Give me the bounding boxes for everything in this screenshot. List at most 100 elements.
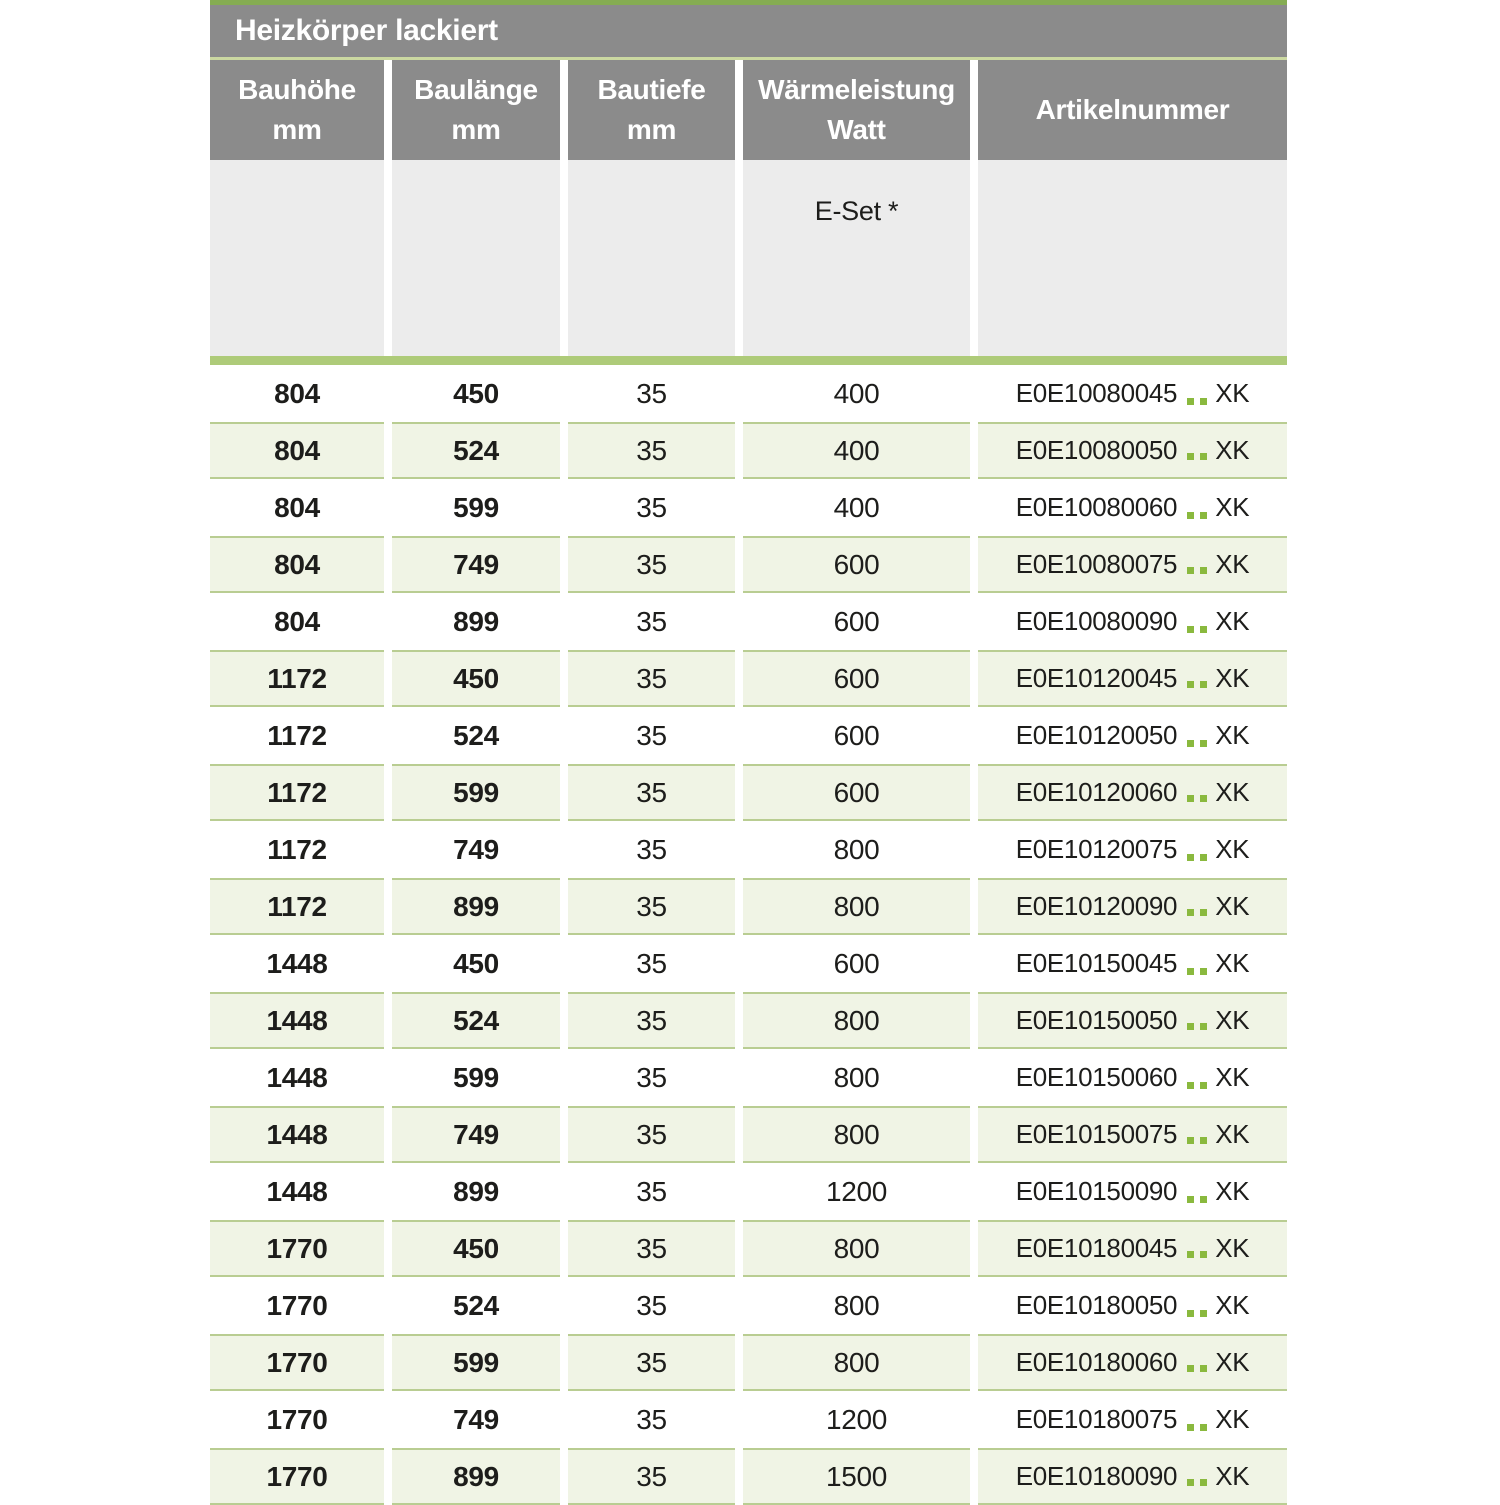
- artikel-code: E0E10120075: [1015, 834, 1178, 864]
- cell-bautiefe: 35: [568, 1334, 735, 1391]
- artikel-code: E0E10080045: [1015, 378, 1178, 408]
- placeholder-dot-icon: [1200, 626, 1208, 633]
- cell-bautiefe: 35: [568, 764, 735, 821]
- artikel-code: E0E10120090: [1015, 891, 1178, 921]
- artikel-suffix: XK: [1215, 1404, 1250, 1434]
- cell-watt: 800: [743, 1106, 970, 1163]
- placeholder-dot-icon: [1187, 681, 1195, 688]
- cell-baulaenge: 749: [453, 833, 499, 865]
- cell-artikelnummer: E0E10150075 XK: [978, 1106, 1287, 1163]
- table-row: 1172 524 35 600 E0E10120050 XK: [210, 707, 1287, 764]
- cell-bauhoehe: 1172: [210, 764, 384, 821]
- cell-watt: 600: [833, 947, 880, 979]
- cell-watt: 600: [833, 605, 880, 637]
- artikel-code: E0E10120045: [1015, 663, 1178, 693]
- placeholder-dot-icon: [1200, 795, 1208, 802]
- cell-bautiefe: 35: [568, 422, 735, 479]
- artikel-suffix: XK: [1215, 1233, 1250, 1263]
- placeholder-dot-icon: [1200, 1137, 1208, 1144]
- cell-baulaenge: 749: [392, 536, 560, 593]
- table-row: 1172 899 35 800 E0E10120090 XK: [210, 878, 1287, 935]
- placeholder-dot-icon: [1200, 968, 1208, 975]
- cell-watt: 800: [743, 1220, 970, 1277]
- placeholder-dot-icon: [1200, 740, 1208, 747]
- cell-artikelnummer: E0E10080045 XK: [978, 365, 1287, 422]
- artikel-suffix: XK: [1215, 834, 1250, 864]
- artikel-suffix: XK: [1215, 549, 1250, 579]
- placeholder-dot-icon: [1200, 1196, 1208, 1203]
- subheader-cell-artikelnummer: [978, 160, 1287, 356]
- cell-watt: 800: [833, 1289, 880, 1321]
- artikel-suffix: XK: [1215, 720, 1250, 750]
- placeholder-dot-icon: [1187, 968, 1195, 975]
- artikel-suffix: XK: [1215, 1290, 1250, 1320]
- cell-artikelnummer: E0E10180045 XK: [978, 1220, 1287, 1277]
- placeholder-dot-icon: [1187, 1251, 1195, 1258]
- cell-baulaenge: 524: [392, 422, 560, 479]
- cell-artikelnummer: E0E10080075 XK: [978, 536, 1287, 593]
- cell-baulaenge: 524: [453, 719, 499, 751]
- artikel-code: E0E10150060: [1015, 1062, 1178, 1092]
- column-label: Baulänge: [414, 74, 538, 106]
- placeholder-dot-icon: [1187, 1082, 1195, 1089]
- placeholder-dot-icon: [1187, 740, 1195, 747]
- cell-baulaenge: 599: [392, 1334, 560, 1391]
- cell-baulaenge: 450: [392, 650, 560, 707]
- cell-bauhoehe: 1770: [210, 1448, 384, 1505]
- artikel-suffix: XK: [1215, 663, 1250, 693]
- cell-artikelnummer: E0E10120060 XK: [978, 764, 1287, 821]
- artikel-code: E0E10120050: [1015, 720, 1178, 750]
- placeholder-dot-icon: [1187, 909, 1195, 916]
- placeholder-dot-icon: [1200, 909, 1208, 916]
- cell-bautiefe: 35: [636, 377, 667, 409]
- table-row: 1448 749 35 800 E0E10150075 XK: [210, 1106, 1287, 1163]
- artikel-code: E0E10150090: [1015, 1176, 1178, 1206]
- column-header-waermeleistung: Wärmeleistung Watt: [743, 60, 970, 160]
- cell-bautiefe: 35: [568, 992, 735, 1049]
- cell-bautiefe: 35: [568, 1220, 735, 1277]
- table-row: 1770 749 35 1200 E0E10180075 XK: [210, 1391, 1287, 1448]
- cell-artikelnummer: E0E10180050 XK: [978, 1277, 1287, 1334]
- cell-bauhoehe: 1448: [266, 1061, 328, 1093]
- cell-bautiefe: 35: [636, 491, 667, 523]
- cell-artikelnummer: E0E10080060 XK: [978, 479, 1287, 536]
- table-subheader-row: E-Set *: [210, 160, 1287, 356]
- cell-baulaenge: 899: [392, 1448, 560, 1505]
- table-row: 1172 749 35 800 E0E10120075 XK: [210, 821, 1287, 878]
- table-row: 1770 599 35 800 E0E10180060 XK: [210, 1334, 1287, 1391]
- product-table: Heizkörper lackiert Bauhöhe mm Baulänge …: [210, 0, 1287, 1505]
- cell-bauhoehe: 804: [274, 377, 320, 409]
- cell-watt: 400: [833, 491, 880, 523]
- artikel-suffix: XK: [1215, 378, 1250, 408]
- table-row: 1770 450 35 800 E0E10180045 XK: [210, 1220, 1287, 1277]
- artikel-code: E0E10180090: [1015, 1461, 1178, 1491]
- subheader-cell-baulaenge: [392, 160, 560, 356]
- placeholder-dot-icon: [1187, 1196, 1195, 1203]
- column-label: Bauhöhe: [238, 74, 356, 106]
- column-label: Wärmeleistung: [758, 74, 955, 106]
- cell-bauhoehe: 804: [274, 605, 320, 637]
- cell-bautiefe: 35: [636, 1061, 667, 1093]
- column-header-baulaenge: Baulänge mm: [392, 60, 560, 160]
- cell-watt: 600: [833, 719, 880, 751]
- cell-baulaenge: 450: [453, 377, 499, 409]
- artikel-suffix: XK: [1215, 606, 1250, 636]
- artikel-code: E0E10080060: [1015, 492, 1178, 522]
- subheader-cell-bauhoehe: [210, 160, 384, 356]
- placeholder-dot-icon: [1187, 795, 1195, 802]
- cell-bautiefe: 35: [636, 1289, 667, 1321]
- cell-bautiefe: 35: [636, 947, 667, 979]
- column-label: Artikelnummer: [1035, 94, 1230, 126]
- placeholder-dot-icon: [1200, 567, 1208, 574]
- artikel-code: E0E10080075: [1015, 549, 1178, 579]
- table-title: Heizkörper lackiert: [235, 14, 498, 47]
- cell-artikelnummer: E0E10180060 XK: [978, 1334, 1287, 1391]
- cell-baulaenge: 899: [453, 605, 499, 637]
- cell-bautiefe: 35: [568, 1106, 735, 1163]
- artikel-code: E0E10150050: [1015, 1005, 1178, 1035]
- table-row: 1448 899 35 1200 E0E10150090 XK: [210, 1163, 1287, 1220]
- table-header-row: Bauhöhe mm Baulänge mm Bautiefe mm Wärme…: [210, 60, 1287, 160]
- cell-bautiefe: 35: [568, 650, 735, 707]
- cell-watt: 1200: [825, 1175, 888, 1207]
- column-label: Bautiefe: [597, 74, 706, 106]
